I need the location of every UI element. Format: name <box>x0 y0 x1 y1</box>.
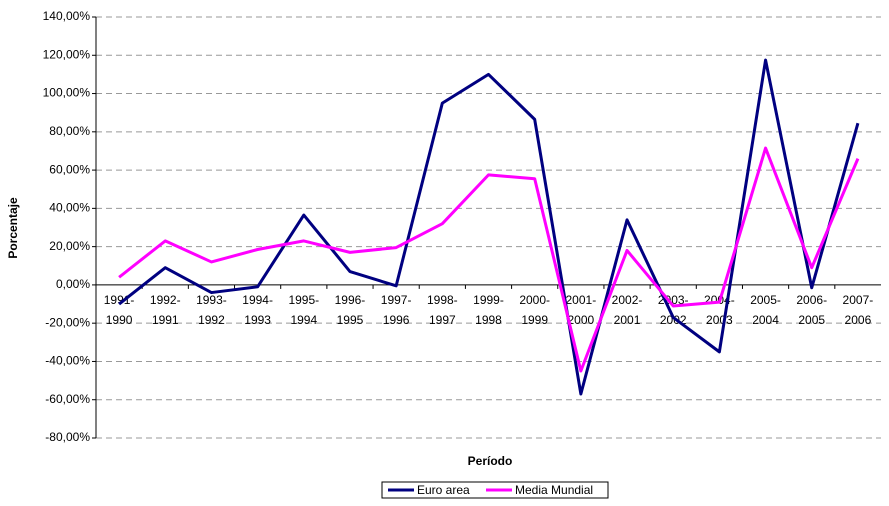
x-axis-title: Período <box>468 454 513 468</box>
x-tick-label: 2006-2005 <box>796 293 827 327</box>
x-tick-label: 2000-1999 <box>519 293 550 327</box>
y-tick-label: 120,00% <box>43 47 91 61</box>
series-line <box>118 146 860 373</box>
y-tick-label: 0,00% <box>56 277 90 291</box>
x-tick-label: 1997-1996 <box>381 293 412 327</box>
x-tick-label: 2007-2006 <box>843 293 874 327</box>
x-tick-label: 1993-1992 <box>196 293 227 327</box>
x-tick-label: 1994-1993 <box>242 293 273 327</box>
x-tick-label: 1998-1997 <box>427 293 458 327</box>
y-tick-label: -20,00% <box>45 315 90 329</box>
y-tick-label: 100,00% <box>43 86 91 100</box>
y-axis-title: Porcentaje <box>6 197 20 259</box>
x-tick-label: 1999-1998 <box>473 293 504 327</box>
y-tick-label: 20,00% <box>49 239 90 253</box>
x-tick-label: 2002-2001 <box>612 293 643 327</box>
x-tick-label: 2001-2000 <box>566 293 597 327</box>
legend-label: Media Mundial <box>515 483 593 497</box>
x-tick-label: 1996-1995 <box>335 293 366 327</box>
x-tick-label: 1991-1990 <box>104 293 135 327</box>
x-tick-label: 1992-1991 <box>150 293 181 327</box>
y-tick-label: 140,00% <box>43 9 91 23</box>
series-line <box>118 58 860 396</box>
y-tick-label: 40,00% <box>49 201 90 215</box>
legend-label: Euro area <box>417 483 470 497</box>
y-tick-label: -80,00% <box>45 430 90 444</box>
x-tick-label: 1995-1994 <box>288 293 319 327</box>
y-tick-label: 80,00% <box>49 124 90 138</box>
x-tick-label: 2005-2004 <box>750 293 781 327</box>
y-tick-label: -40,00% <box>45 354 90 368</box>
y-tick-label: 60,00% <box>49 162 90 176</box>
y-tick-label: -60,00% <box>45 392 90 406</box>
